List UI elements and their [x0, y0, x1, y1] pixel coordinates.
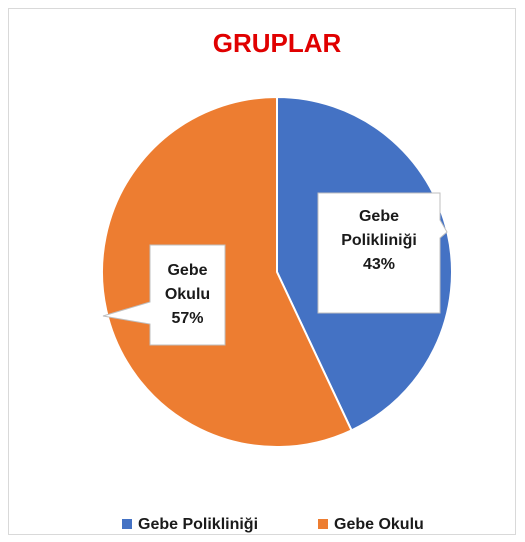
data-label: Gebe Okulu 57%: [153, 259, 223, 331]
legend-label: Gebe Okulu: [334, 516, 424, 533]
pie-slice: [101, 95, 353, 448]
legend-swatch: [318, 519, 328, 529]
data-label-value: 43%: [362, 256, 396, 273]
legend-label: Gebe Polikliniği: [138, 516, 258, 533]
chart-title: GRUPLAR: [213, 28, 342, 58]
data-label-box: [102, 244, 226, 346]
data-label-box: [317, 192, 448, 314]
data-label-category: Gebe Polikliniği: [341, 208, 417, 249]
data-label: Gebe Polikliniği 43%: [337, 205, 421, 277]
data-label-category: Gebe Okulu: [164, 262, 211, 303]
data-label-value: 57%: [171, 310, 204, 327]
legend-swatch: [122, 519, 132, 529]
